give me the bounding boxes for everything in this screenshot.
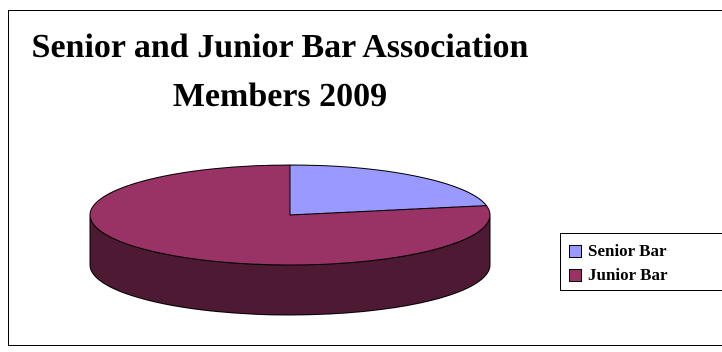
legend-item-junior-bar: Junior Bar [569,265,668,285]
legend: Senior Bar Junior Bar [560,233,722,291]
legend-swatch-junior-bar [569,268,582,282]
chart-title-line-1: Senior and Junior Bar Association [31,28,529,65]
pie-slice-senior-bar [289,164,488,216]
legend-label-junior-bar: Junior Bar [588,265,668,284]
chart-title-line-2: Members 2009 [172,77,388,114]
legend-label-senior-bar: Senior Bar [588,241,667,260]
legend-item-senior-bar: Senior Bar [569,241,667,261]
chart-title: Senior and Junior Bar Association Member… [0,22,560,120]
legend-swatch-senior-bar [569,244,582,258]
pie-slice-junior-bar [89,164,491,266]
